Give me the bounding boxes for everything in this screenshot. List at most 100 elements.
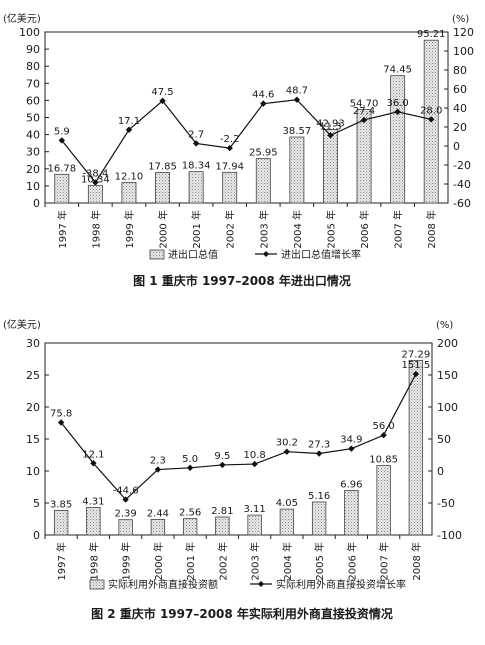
bar bbox=[311, 501, 327, 536]
line-point bbox=[92, 179, 99, 186]
line-point bbox=[90, 460, 97, 467]
left-tick-label: 15 bbox=[26, 433, 40, 446]
bar-data-label: 42.93 bbox=[316, 119, 345, 130]
line-data-label: 2.7 bbox=[188, 129, 204, 140]
x-tick-label: 1997 年 bbox=[55, 542, 68, 581]
left-tick-label: 70 bbox=[26, 77, 40, 90]
x-tick-label: 2006 年 bbox=[358, 210, 371, 249]
right-tick-label: -100 bbox=[437, 529, 462, 542]
line-data-label: 9.5 bbox=[214, 451, 230, 462]
line-point bbox=[159, 97, 166, 105]
chart-title: 图 1 重庆市 1997–2008 年进出口情况 bbox=[133, 273, 351, 288]
chart-title: 图 2 重庆市 1997–2008 年实际利用外商直接投资情况 bbox=[91, 606, 393, 621]
line-point bbox=[219, 461, 226, 469]
x-tick-label: 2002 年 bbox=[216, 542, 229, 581]
bar bbox=[182, 518, 198, 536]
line-point bbox=[122, 496, 129, 503]
right-tick-label: 100 bbox=[453, 45, 474, 58]
x-tick-label: 2008 年 bbox=[425, 210, 438, 249]
x-tick-label: 1998 年 bbox=[89, 210, 102, 249]
left-tick-label: 100 bbox=[19, 26, 40, 39]
line-point bbox=[360, 116, 368, 124]
x-tick-label: 2007 年 bbox=[392, 210, 405, 249]
x-tick-label: 2005 年 bbox=[324, 210, 337, 249]
line-point bbox=[154, 466, 162, 473]
right-tick-label: 60 bbox=[453, 83, 467, 96]
x-tick-label: 1998 年 bbox=[87, 542, 100, 581]
bar bbox=[121, 181, 137, 204]
right-tick-label: 100 bbox=[437, 401, 458, 414]
line-data-label: 10.8 bbox=[243, 450, 265, 461]
bar bbox=[87, 184, 103, 204]
line-data-label: 75.8 bbox=[50, 408, 72, 419]
left-tick-label: 0 bbox=[33, 529, 40, 542]
bar-data-label: 2.39 bbox=[114, 509, 136, 520]
line-data-label: 48.7 bbox=[286, 86, 308, 97]
line-data-label: 34.9 bbox=[340, 435, 362, 446]
line-point bbox=[186, 464, 194, 471]
line-data-label: 11.3 bbox=[319, 121, 341, 132]
line-point bbox=[293, 96, 301, 103]
line-data-label: 12.1 bbox=[82, 449, 104, 460]
bar-data-label: 54.70 bbox=[350, 98, 379, 109]
bar bbox=[279, 508, 295, 536]
bar-data-label: 17.94 bbox=[215, 161, 244, 172]
bar-data-label: 2.81 bbox=[211, 506, 233, 517]
line-data-label: -44.6 bbox=[113, 486, 139, 497]
x-tick-label: 2007 年 bbox=[378, 542, 391, 581]
bar-data-label: 5.16 bbox=[308, 491, 330, 502]
right-tick-label: 150 bbox=[437, 369, 458, 382]
line-point bbox=[192, 140, 200, 147]
left-axis-unit: (亿美元) bbox=[3, 12, 41, 25]
bar-data-label: 95.21 bbox=[417, 29, 446, 40]
bar bbox=[323, 129, 338, 204]
bar-data-label: 10.85 bbox=[369, 455, 398, 466]
bar bbox=[188, 171, 204, 204]
line-point bbox=[283, 448, 291, 455]
x-tick-label: 2004 年 bbox=[281, 542, 294, 581]
legend-line-label: 实际利用外商直接投资增长率 bbox=[276, 578, 406, 591]
line-point bbox=[327, 132, 334, 139]
x-tick-label: 2000 年 bbox=[157, 210, 170, 249]
left-tick-label: 10 bbox=[26, 465, 40, 478]
x-tick-label: 2001 年 bbox=[184, 542, 197, 581]
line-point bbox=[57, 419, 65, 426]
bar-data-label: 74.45 bbox=[383, 65, 412, 76]
x-tick-label: 2001 年 bbox=[190, 210, 203, 249]
bar bbox=[376, 465, 391, 536]
left-tick-label: 0 bbox=[33, 197, 40, 210]
x-tick-label: 1997 年 bbox=[56, 210, 69, 249]
right-tick-label: 80 bbox=[453, 64, 467, 77]
line-data-label: 30.2 bbox=[276, 438, 298, 449]
right-tick-label: -50 bbox=[437, 497, 455, 510]
bar-data-label: 3.85 bbox=[50, 499, 72, 510]
line-point bbox=[125, 126, 133, 133]
bar-data-label: 2.44 bbox=[147, 508, 169, 519]
left-tick-label: 25 bbox=[26, 369, 40, 382]
x-tick-label: 2003 年 bbox=[257, 210, 270, 249]
line-data-label: 17.1 bbox=[118, 116, 140, 127]
left-tick-label: 90 bbox=[26, 43, 40, 56]
bar bbox=[53, 509, 69, 536]
line-point bbox=[251, 460, 258, 468]
bar-data-label: 18.34 bbox=[182, 161, 211, 172]
line-data-label: -38.4 bbox=[82, 168, 108, 179]
x-tick-label: 1999 年 bbox=[123, 210, 136, 249]
bar bbox=[118, 519, 133, 536]
line-data-label: 56.0 bbox=[372, 421, 394, 432]
bar-data-label: 25.95 bbox=[249, 148, 278, 159]
left-tick-label: 5 bbox=[33, 497, 40, 510]
left-tick-label: 50 bbox=[26, 112, 40, 125]
legend-line-marker bbox=[263, 251, 269, 257]
right-axis-unit: (%) bbox=[452, 14, 469, 25]
right-tick-label: 120 bbox=[453, 26, 474, 39]
line-point bbox=[315, 450, 323, 457]
line-point bbox=[394, 108, 401, 115]
line-data-label: 27.4 bbox=[353, 106, 375, 117]
left-tick-label: 40 bbox=[26, 129, 40, 142]
bar-data-label: 2.56 bbox=[179, 508, 201, 519]
bar-data-label: 4.31 bbox=[82, 496, 104, 507]
bar bbox=[222, 171, 238, 204]
